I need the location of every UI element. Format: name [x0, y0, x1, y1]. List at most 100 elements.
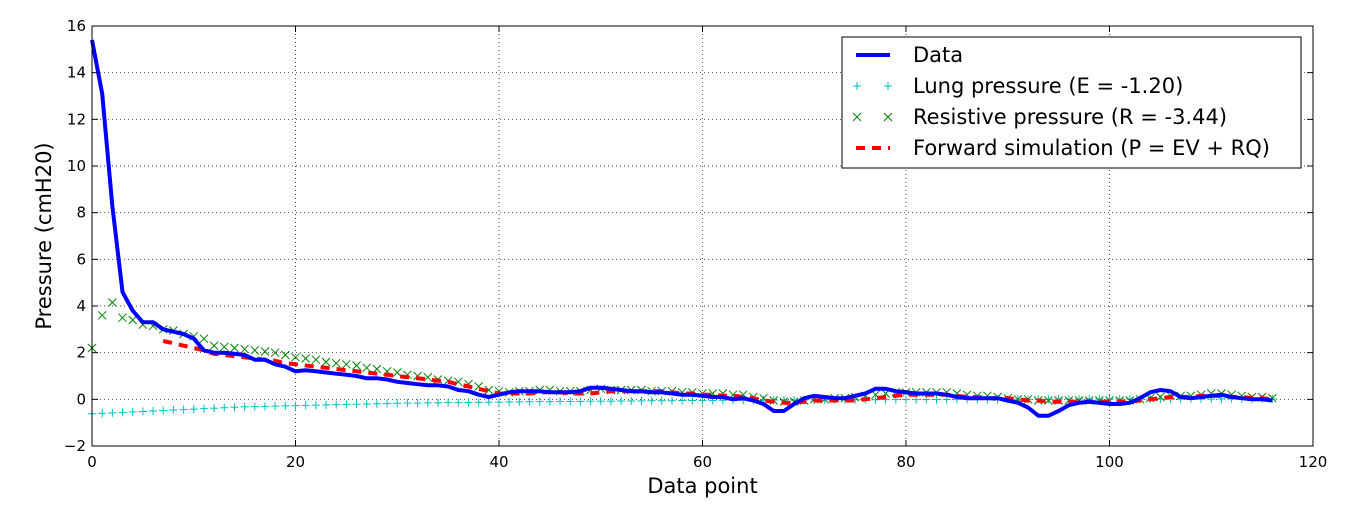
- lung-pressure-point: [230, 403, 239, 412]
- resistive-pressure-point: [128, 315, 138, 325]
- cross-marker-b: [352, 361, 361, 370]
- x-tick-label: 100: [1095, 453, 1124, 471]
- lung-pressure-point: [393, 399, 402, 408]
- lung-pressure-point: [505, 397, 514, 406]
- lung-pressure-point: [128, 407, 137, 416]
- legend-label: Forward simulation (P = EV + RQ): [913, 136, 1270, 160]
- cross-marker-b: [413, 371, 422, 381]
- resistive-pressure-point: [321, 357, 331, 367]
- lung-pressure-point: [291, 401, 300, 410]
- cross-marker-b: [1044, 396, 1053, 405]
- lung-pressure-point: [433, 398, 442, 407]
- legend-item: Forward simulation (P = EV + RQ): [856, 136, 1270, 160]
- y-tick-label: 0: [76, 390, 86, 408]
- y-tick-label: 4: [76, 297, 86, 315]
- y-tick-label: 6: [76, 250, 86, 268]
- legend: Data Lung pressure (E = -1.20) Resistive p…: [841, 36, 1302, 169]
- y-tick-label: 12: [67, 110, 86, 128]
- lung-pressure-point: [342, 400, 351, 409]
- cross-marker-b: [118, 313, 127, 323]
- lung-pressure-point: [372, 399, 381, 408]
- x-tick-label: 80: [896, 453, 915, 471]
- lung-pressure-point: [138, 407, 147, 416]
- cross-marker-b: [128, 315, 138, 325]
- x-axis-label: Data point: [647, 474, 757, 498]
- resistive-pressure-point: [97, 310, 107, 320]
- lung-pressure-point: [240, 402, 249, 411]
- resistive-pressure-point: [280, 350, 290, 360]
- lung-pressure-point: [932, 395, 941, 404]
- cross-marker-b: [280, 350, 290, 360]
- lung-pressure-point: [159, 406, 168, 415]
- lung-pressure-point: [383, 399, 392, 408]
- resistive-pressure-point: [291, 352, 300, 362]
- lung-pressure-point: [586, 397, 595, 406]
- lung-pressure-point: [403, 399, 412, 408]
- cross-marker-b: [423, 372, 433, 382]
- cross-marker-b: [291, 352, 300, 362]
- lung-pressure-point: [678, 396, 687, 405]
- x-tick-label: 0: [87, 453, 97, 471]
- lung-pressure-point: [322, 400, 331, 409]
- y-tick-label: 14: [67, 64, 86, 82]
- cross-marker-b: [759, 393, 768, 403]
- y-tick-label: −2: [64, 437, 86, 455]
- cross-marker-b: [209, 341, 219, 351]
- lung-pressure-point: [118, 408, 127, 417]
- cross-marker-b: [342, 359, 351, 369]
- cross-marker-b: [270, 348, 280, 358]
- legend-box: [841, 36, 1302, 169]
- lung-pressure-point: [108, 408, 117, 417]
- resistive-pressure-point: [240, 344, 249, 354]
- y-tick-label: 16: [67, 17, 86, 35]
- cross-marker-b: [199, 334, 209, 344]
- lung-pressure-point: [210, 404, 219, 413]
- resistive-pressure-point: [423, 372, 433, 382]
- lung-pressure-point: [250, 402, 259, 411]
- lung-pressure-point: [606, 397, 615, 406]
- lung-pressure-point: [922, 395, 931, 404]
- lung-pressure-point: [688, 396, 697, 405]
- legend-label: Data: [913, 43, 963, 67]
- lung-pressure-point: [545, 397, 554, 406]
- lung-pressure-point: [423, 398, 432, 407]
- lung-pressure-point: [657, 396, 666, 405]
- resistive-pressure-point: [301, 354, 311, 363]
- resistive-pressure-point: [392, 368, 402, 377]
- lung-pressure-point: [352, 400, 361, 409]
- x-tick-label: 20: [286, 453, 305, 471]
- resistive-pressure-point: [331, 358, 341, 368]
- cross-marker-b: [311, 355, 321, 365]
- resistive-pressure-point: [484, 385, 494, 395]
- data-series-line: [90, 39, 1273, 418]
- resistive-pressure-point: [260, 347, 270, 356]
- lung-pressure-point: [301, 401, 310, 410]
- lung-pressure-point: [576, 397, 585, 406]
- resistive-pressure-point: [311, 355, 321, 365]
- y-tick-label: 8: [76, 204, 86, 222]
- lung-pressure-point: [362, 400, 371, 408]
- resistive-pressure-point: [230, 343, 239, 353]
- lung-pressure-point: [454, 398, 463, 407]
- cross-marker-b: [240, 344, 249, 354]
- resistive-pressure-point: [352, 361, 361, 370]
- lung-pressure-point: [98, 409, 107, 418]
- resistive-pressure-point: [209, 341, 219, 351]
- lung-pressure-point: [149, 407, 158, 415]
- cross-marker-b: [871, 390, 880, 400]
- lung-pressure-point: [495, 398, 503, 407]
- lung-pressure-point: [484, 398, 493, 407]
- lung-pressure-point: [515, 397, 524, 406]
- resistive-pressure-point: [1156, 392, 1165, 402]
- cross-marker-b: [883, 112, 893, 122]
- legend-label: Resistive pressure (R = -3.44): [913, 105, 1227, 129]
- legend-item: Lung pressure (E = -1.20): [853, 74, 1183, 98]
- cross-marker-b: [97, 310, 107, 320]
- lung-pressure-point: [617, 396, 626, 405]
- legend-item: Resistive pressure (R = -3.44): [852, 105, 1227, 129]
- lung-pressure-point: [698, 396, 707, 405]
- cross-marker-b: [852, 112, 862, 122]
- lung-pressure-point: [281, 401, 290, 410]
- cross-marker-b: [1156, 392, 1165, 402]
